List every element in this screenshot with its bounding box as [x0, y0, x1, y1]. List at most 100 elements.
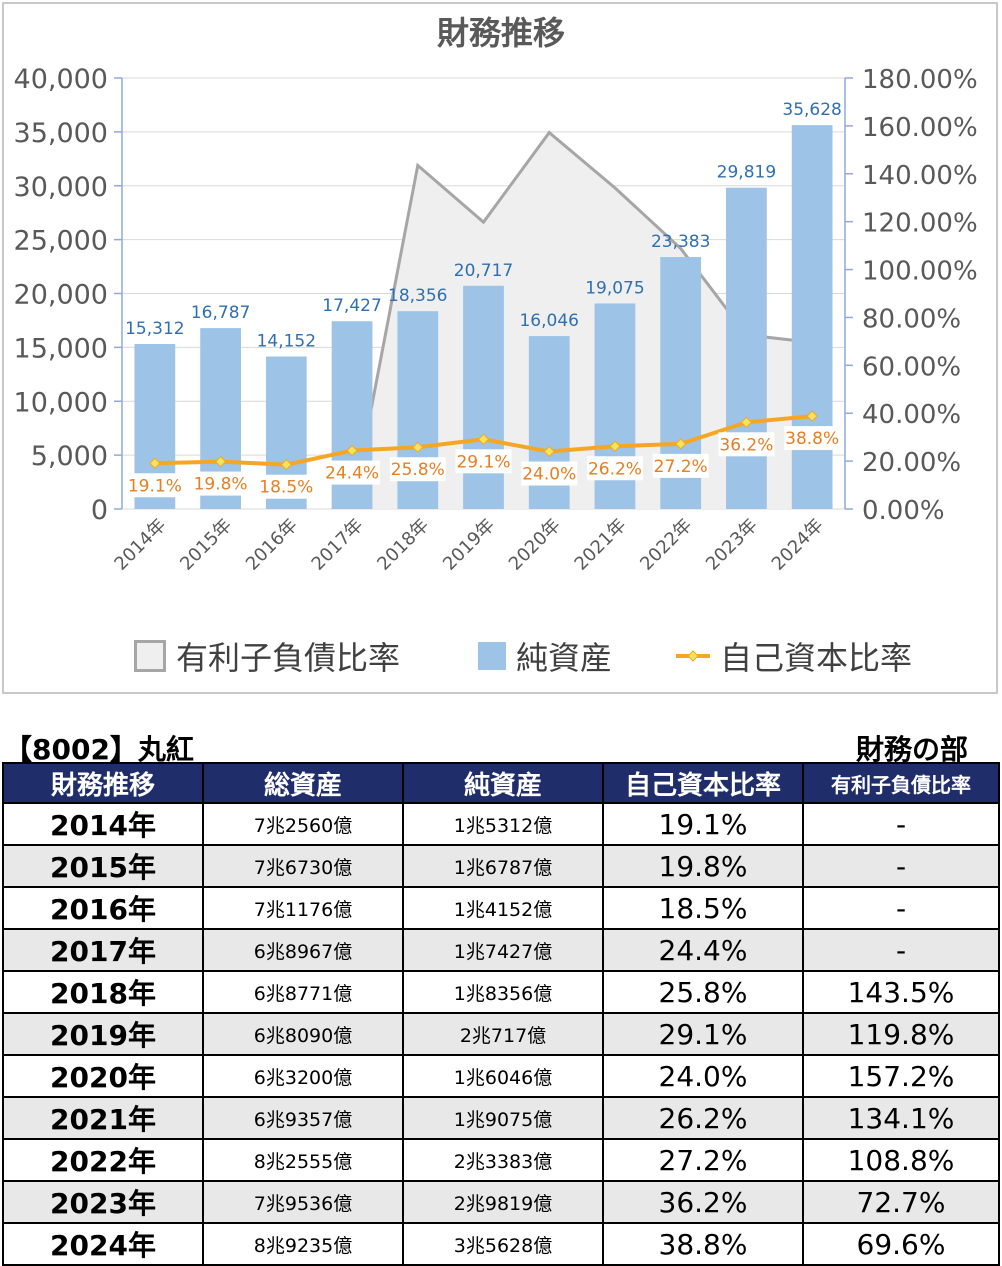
- table-cell: 2018年: [2, 970, 204, 1014]
- table-cell: 36.2%: [602, 1180, 804, 1224]
- company-label: 【8002】丸紅: [4, 733, 194, 766]
- table-cell: 19.8%: [602, 844, 804, 888]
- table-cell: 108.8%: [802, 1138, 1000, 1182]
- line-data-label: 26.2%: [588, 459, 642, 479]
- y-left-tick-label: 5,000: [31, 441, 108, 472]
- table-row: 2022年 8兆2555億 2兆3383億 27.2% 108.8%: [2, 1138, 1000, 1182]
- x-category-label: 2017年: [308, 515, 368, 575]
- table-cell: 1兆5312億: [402, 802, 604, 846]
- section-label: 財務の部: [855, 733, 968, 766]
- financial-table: 財務推移 総資産 純資産 自己資本比率 有利子負債比率 2014年 7兆2560億…: [2, 762, 1000, 1266]
- table-cell: 2兆3383億: [402, 1138, 604, 1182]
- table-cell: 2024年: [2, 1222, 204, 1266]
- table-cell: 2兆9819億: [402, 1180, 604, 1224]
- table-cell: 2020年: [2, 1054, 204, 1098]
- y-right-tick-label: 60.00%: [862, 352, 961, 382]
- header-period: 財務推移: [2, 762, 204, 804]
- bar-data-label: 16,787: [191, 303, 250, 323]
- header-equity-ratio: 自己資本比率: [602, 762, 804, 804]
- table-row: 2014年 7兆2560億 1兆5312億 19.1% -: [2, 802, 1000, 846]
- bar-data-label: 14,152: [257, 332, 316, 352]
- header-total-assets: 総資産: [202, 762, 404, 804]
- line-point: [412, 441, 424, 453]
- table-cell: 2014年: [2, 802, 204, 846]
- table-cell: 157.2%: [802, 1054, 1000, 1098]
- y-right-tick-label: 0.00%: [862, 496, 945, 526]
- table-cell: 3兆5628億: [402, 1222, 604, 1266]
- y-right-tick-label: 180.00%: [862, 65, 978, 95]
- table-cell: 2016年: [2, 886, 204, 930]
- bar-data-label: 35,628: [782, 100, 841, 120]
- header-net-assets: 純資産: [402, 762, 604, 804]
- table-cell: 1兆6787億: [402, 844, 604, 888]
- table-cell: 72.7%: [802, 1180, 1000, 1224]
- table-row: 2018年 6兆8771億 1兆8356億 25.8% 143.5%: [2, 970, 1000, 1014]
- table-cell: 8兆9235億: [202, 1222, 404, 1266]
- y-left-tick-label: 15,000: [14, 333, 108, 364]
- x-category-label: 2021年: [571, 515, 631, 575]
- line-point: [740, 416, 753, 429]
- table-cell: 26.2%: [602, 1096, 804, 1140]
- y-right-tick-label: 160.00%: [862, 113, 978, 143]
- table-row: 2019年 6兆8090億 2兆717億 29.1% 119.8%: [2, 1012, 1000, 1056]
- line-label-bg: [192, 471, 249, 496]
- line-label-bg: [258, 474, 315, 499]
- table-cell: -: [802, 844, 1000, 888]
- table-row: 2017年 6兆8967億 1兆7427億 24.4% -: [2, 928, 1000, 972]
- line-label-bg: [324, 460, 381, 485]
- line-label-bg: [455, 449, 512, 474]
- table-cell: 2015年: [2, 844, 204, 888]
- legend-item-debt-ratio: 有利子負債比率: [134, 636, 400, 677]
- table-cell: 7兆9536億: [202, 1180, 404, 1224]
- x-category-label: 2014年: [110, 515, 170, 575]
- line-label-bg: [586, 456, 643, 481]
- line-label-bg: [126, 473, 183, 498]
- y-left-tick-label: 20,000: [14, 280, 108, 311]
- table-cell: 2021年: [2, 1096, 204, 1140]
- y-right-tick-label: 120.00%: [862, 209, 978, 239]
- table-cell: 6兆3200億: [202, 1054, 404, 1098]
- table-cell: 2019年: [2, 1012, 204, 1056]
- area-swatch-icon: [134, 640, 166, 672]
- bar-data-label: 16,046: [519, 311, 578, 331]
- legend-item-net-assets: 純資産: [478, 636, 612, 677]
- legend-label-equity-ratio: 自己資本比率: [720, 639, 913, 677]
- table-cell: 24.4%: [602, 928, 804, 972]
- table-header-row: 財務推移 総資産 純資産 自己資本比率 有利子負債比率: [2, 762, 1000, 804]
- line-point: [806, 410, 818, 422]
- table-cell: 143.5%: [802, 970, 1000, 1014]
- table-cell: 7兆1176億: [202, 886, 404, 930]
- line-point: [214, 455, 227, 468]
- table-row: 2021年 6兆9357億 1兆9075億 26.2% 134.1%: [2, 1096, 1000, 1140]
- table-cell: 25.8%: [602, 970, 804, 1014]
- table-cell: -: [802, 886, 1000, 930]
- x-category-label: 2023年: [702, 515, 762, 575]
- bar-data-label: 23,383: [651, 232, 710, 252]
- line-point: [280, 458, 293, 471]
- table-row: 2024年 8兆9235億 3兆5628億 38.8% 69.6%: [2, 1222, 1000, 1266]
- table-cell: 6兆8967億: [202, 928, 404, 972]
- line-point: [609, 440, 621, 452]
- bar-data-label: 17,427: [322, 296, 381, 316]
- bar-data-label: 19,075: [585, 278, 644, 298]
- table-cell: 6兆8771億: [202, 970, 404, 1014]
- y-right-tick-label: 40.00%: [862, 400, 961, 430]
- table-cell: 1兆9075億: [402, 1096, 604, 1140]
- table-cell: -: [802, 802, 1000, 846]
- line-data-label: 18.5%: [259, 478, 313, 498]
- bar-data-label: 20,717: [454, 261, 513, 281]
- line-point: [477, 433, 490, 446]
- line-data-label: 19.8%: [194, 475, 248, 495]
- y-left-tick-label: 35,000: [14, 118, 108, 149]
- line-label-bg: [652, 453, 709, 478]
- table-cell: 24.0%: [602, 1054, 804, 1098]
- table-cell: 8兆2555億: [202, 1138, 404, 1182]
- x-category-label: 2018年: [373, 515, 433, 575]
- table-row: 2015年 7兆6730億 1兆6787億 19.8% -: [2, 844, 1000, 888]
- x-category-label: 2024年: [768, 515, 828, 575]
- table-cell: 7兆2560億: [202, 802, 404, 846]
- line-data-label: 19.1%: [128, 476, 182, 496]
- table-cell: 1兆7427億: [402, 928, 604, 972]
- line-data-label: 24.0%: [522, 465, 576, 485]
- table-cell: 134.1%: [802, 1096, 1000, 1140]
